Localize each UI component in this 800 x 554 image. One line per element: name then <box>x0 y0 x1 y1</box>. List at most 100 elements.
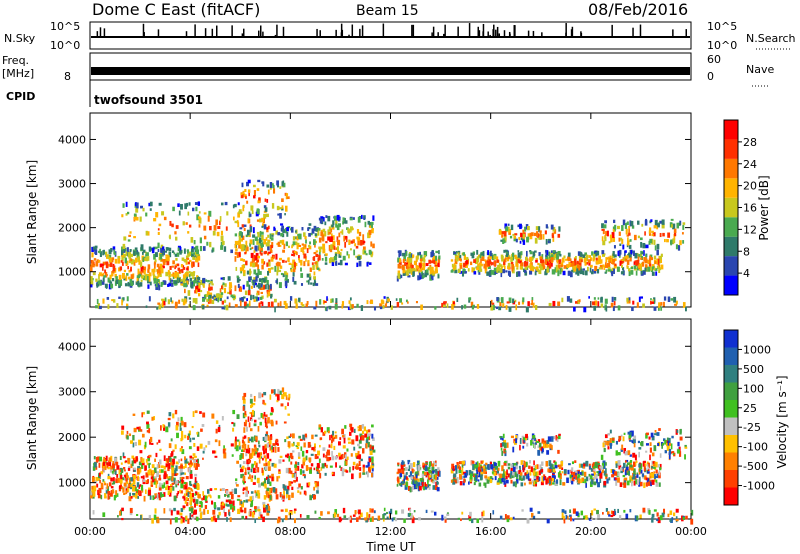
power-echo-cell <box>153 254 156 257</box>
velocity-echo-cell <box>673 512 676 517</box>
power-echo-cell <box>577 271 580 276</box>
velocity-echo-cell <box>558 434 561 440</box>
velocity-echo-cell <box>383 513 387 516</box>
velocity-echo-cell <box>415 481 419 486</box>
velocity-echo-cell <box>651 466 654 469</box>
power-echo-cell <box>505 226 509 232</box>
power-echo-cell <box>266 279 269 285</box>
velocity-echo-cell <box>657 442 660 447</box>
velocity-echo-cell <box>572 518 575 522</box>
velocity-echo-cell <box>594 461 598 468</box>
velocity-xtick-label: 20:00 <box>575 525 607 538</box>
power-echo-cell <box>193 247 197 250</box>
power-echo-cell <box>623 255 626 260</box>
power-echo-cell <box>303 232 306 237</box>
power-echo-cell <box>537 269 539 273</box>
power-echo-cell <box>121 214 124 218</box>
velocity-echo-cell <box>453 474 456 481</box>
power-echo-cell <box>419 258 423 262</box>
power-echo-cell <box>620 237 623 241</box>
velocity-echo-cell <box>335 462 337 468</box>
power-echo-cell <box>332 240 336 246</box>
velocity-echo-cell <box>658 470 661 476</box>
velocity-echo-cell <box>306 482 310 488</box>
velocity-echo-cell <box>490 464 494 470</box>
power-echo-cell <box>292 266 296 273</box>
power-echo-cell <box>313 251 317 255</box>
power-echo-cell <box>194 298 198 304</box>
power-echo-cell <box>557 233 561 238</box>
velocity-echo-cell <box>232 427 235 432</box>
velocity-echo-cell <box>93 462 97 468</box>
velocity-echo-cell <box>480 460 483 464</box>
power-echo-cell <box>319 299 322 305</box>
power-echo-cell <box>169 278 172 284</box>
power-echo-cell <box>159 263 163 270</box>
power-echo-cell <box>625 228 628 235</box>
velocity-echo-cell <box>344 425 347 429</box>
velocity-echo-cell <box>670 443 673 450</box>
velocity-echo-cell <box>588 477 591 481</box>
velocity-echo-cell <box>299 438 303 441</box>
velocity-echo-cell <box>192 437 195 440</box>
velocity-echo-cell <box>645 450 648 453</box>
velocity-echo-cell <box>281 495 286 499</box>
power-echo-cell <box>484 267 487 274</box>
power-echo-cell <box>208 287 211 291</box>
power-echo-cell <box>578 258 582 264</box>
velocity-echo-cell <box>254 506 257 510</box>
velocity-echo-cell <box>194 502 196 508</box>
power-echo-cell <box>309 241 312 245</box>
power-echo-cell <box>215 296 218 301</box>
power-echo-cell <box>628 270 631 277</box>
velocity-echo-cell <box>430 510 434 513</box>
power-echo-cell <box>115 276 118 282</box>
velocity-echo-cell <box>510 467 513 471</box>
velocity-echo-cell <box>223 445 225 451</box>
velocity-echo-cell <box>624 450 628 456</box>
velocity-echo-cell <box>190 507 194 514</box>
velocity-echo-cell <box>654 429 657 433</box>
velocity-echo-cell <box>650 482 652 487</box>
power-echo-cell <box>202 277 206 284</box>
power-echo-cell <box>261 264 264 270</box>
power-echo-cell <box>641 223 644 227</box>
power-echo-cell <box>327 236 331 241</box>
velocity-echo-cell <box>185 482 188 486</box>
velocity-echo-cell <box>533 481 536 486</box>
velocity-echo-cell <box>487 464 490 470</box>
power-echo-cell <box>196 214 200 221</box>
velocity-echo-cell <box>647 471 650 474</box>
velocity-echo-cell <box>149 436 153 443</box>
velocity-echo-cell <box>297 452 301 458</box>
velocity-echo-cell <box>493 472 497 476</box>
velocity-echo-cell <box>585 460 589 467</box>
velocity-echo-cell <box>669 518 672 522</box>
power-colorbar-swatch <box>724 236 738 257</box>
power-echo-cell <box>539 234 543 240</box>
power-echo-cell <box>325 241 328 244</box>
power-echo-cell <box>418 262 421 267</box>
power-echo-cell <box>298 258 301 261</box>
power-echo-cell <box>480 258 482 263</box>
velocity-echo-cell <box>549 478 551 485</box>
velocity-echo-cell <box>552 469 556 473</box>
velocity-echo-cell <box>423 471 427 476</box>
power-echo-cell <box>342 217 345 223</box>
power-echo-cell <box>632 300 635 305</box>
power-echo-cell <box>148 272 152 277</box>
velocity-echo-cell <box>422 485 426 491</box>
velocity-echo-cell <box>123 474 126 477</box>
velocity-echo-cell <box>291 473 294 478</box>
power-echo-cell <box>613 297 617 301</box>
velocity-echo-cell <box>360 512 363 518</box>
velocity-echo-cell <box>130 463 133 469</box>
velocity-echo-cell <box>367 429 371 433</box>
power-echo-cell <box>529 251 533 255</box>
velocity-echo-cell <box>588 517 592 521</box>
velocity-echo-cell <box>316 462 320 469</box>
power-echo-cell <box>538 226 541 233</box>
power-echo-cell <box>171 282 174 287</box>
velocity-echo-cell <box>180 458 183 462</box>
power-echo-cell <box>223 305 226 310</box>
